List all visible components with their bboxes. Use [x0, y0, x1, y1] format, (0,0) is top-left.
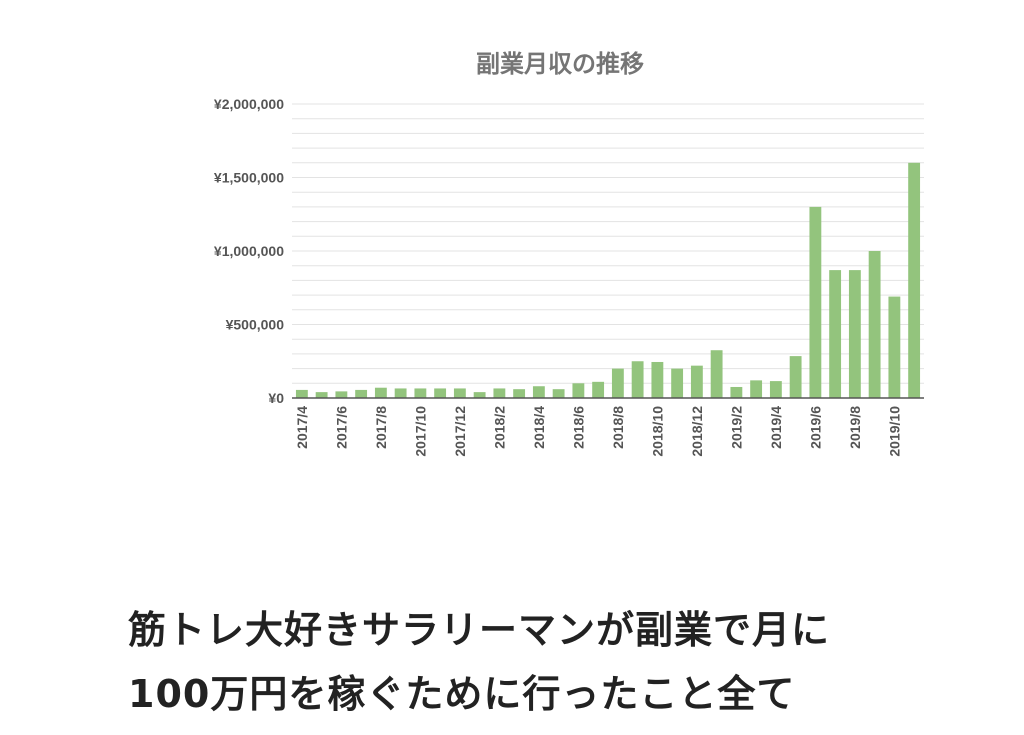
bar-2019/1	[710, 350, 723, 398]
bar-2017/11	[434, 388, 447, 398]
bar-2019/9	[868, 251, 881, 398]
y-tick-label: ¥0	[268, 390, 284, 406]
bar-2018/3	[513, 389, 526, 398]
bar-2019/6	[809, 206, 822, 398]
x-tick-label: 2018/2	[491, 406, 507, 449]
y-axis-ticks: ¥0 ¥500,000 ¥1,000,000 ¥1,500,000 ¥2,000,000	[214, 96, 284, 406]
bar-2018/7	[592, 381, 605, 398]
x-tick-label: 2018/12	[689, 406, 705, 457]
bar-2018/11	[671, 368, 684, 398]
bar-2017/12	[453, 388, 466, 398]
bar-2019/3	[750, 380, 763, 398]
bar-2018/2	[493, 388, 506, 398]
bar-2019/8	[848, 270, 861, 398]
headline-line-2: 100万円を稼ぐために行ったこと全て	[128, 672, 796, 716]
bar-2018/9	[631, 361, 644, 398]
bar-2018/4	[532, 386, 545, 398]
x-tick-label: 2019/10	[886, 406, 902, 457]
bar-2019/4	[769, 381, 782, 398]
bar-2017/8	[374, 387, 387, 398]
y-tick-label: ¥1,500,000	[214, 170, 284, 186]
x-tick-label: 2019/4	[768, 406, 784, 449]
x-tick-label: 2017/8	[373, 406, 389, 449]
x-tick-label: 2018/8	[610, 406, 626, 449]
bar-2018/5	[552, 389, 565, 398]
bar-2018/8	[611, 368, 624, 398]
bar-2018/10	[651, 361, 664, 398]
bar-2019/7	[829, 270, 842, 398]
bar-2017/9	[394, 388, 407, 398]
x-axis-ticks: 2017/4 2017/6 2017/8 2017/10 2017/12 2018/2 20…	[294, 406, 903, 457]
x-tick-label: 2017/6	[333, 406, 349, 449]
bar-2017/4	[295, 389, 308, 398]
x-tick-label: 2019/8	[847, 406, 863, 449]
chart-container: 副業月収の推移 ¥0 ¥500,000 ¥1,000,000 ¥1,500,000 ¥2…	[214, 50, 924, 457]
article-headline: 筋トレ大好きサラリーマンが副業で月に 100万円を稼ぐために行ったこと全て	[128, 598, 988, 726]
bar-2018/12	[690, 365, 703, 398]
x-tick-label: 2019/2	[728, 406, 744, 449]
x-tick-label: 2018/4	[531, 406, 547, 449]
y-tick-label: ¥500,000	[226, 317, 285, 333]
y-tick-label: ¥1,000,000	[214, 243, 284, 259]
x-tick-label: 2017/4	[294, 406, 310, 449]
bars	[295, 162, 921, 398]
bar-2019/10	[888, 296, 901, 398]
x-tick-label: 2018/10	[649, 406, 665, 457]
bar-2017/10	[414, 388, 427, 398]
x-tick-label: 2019/6	[807, 406, 823, 449]
headline-line-1: 筋トレ大好きサラリーマンが副業で月に	[128, 608, 831, 652]
bar-2019/11	[908, 162, 921, 398]
bar-2017/7	[355, 389, 368, 398]
bar-2018/1	[473, 392, 486, 398]
income-bar-chart: 副業月収の推移 ¥0 ¥500,000 ¥1,000,000 ¥1,500,000 ¥2…	[214, 50, 924, 457]
x-tick-label: 2017/12	[452, 406, 468, 457]
chart-title: 副業月収の推移	[476, 50, 644, 78]
bar-2017/6	[335, 391, 348, 398]
bar-2019/5	[789, 356, 802, 398]
bar-2019/2	[730, 386, 743, 398]
bar-2018/6	[572, 383, 585, 398]
bar-2017/5	[315, 392, 328, 398]
x-tick-label: 2017/10	[412, 406, 428, 457]
x-tick-label: 2018/6	[570, 406, 586, 449]
y-tick-label: ¥2,000,000	[214, 96, 284, 112]
